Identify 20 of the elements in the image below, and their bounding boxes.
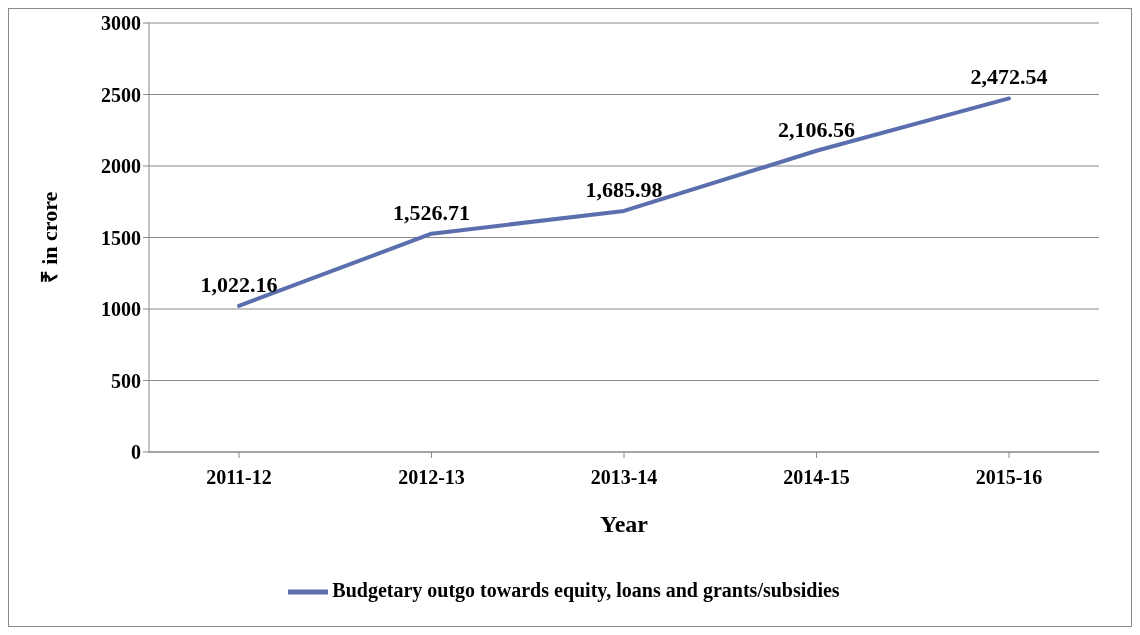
x-tick-label: 2015-16 [975, 466, 1043, 489]
x-tick-label: 2011-12 [206, 466, 272, 489]
y-tick-label: 0 [131, 441, 141, 464]
x-tick-label: 2013-14 [590, 466, 658, 489]
y-tick-label: 1500 [101, 226, 141, 249]
x-tick-label: 2012-13 [398, 466, 465, 489]
x-tick-label: 2014-15 [783, 466, 850, 489]
x-axis-title: Year [600, 511, 649, 537]
y-tick-label: 2500 [101, 83, 141, 106]
data-label: 2,472.54 [970, 64, 1048, 90]
y-tick-label: 500 [111, 369, 141, 392]
data-label: 1,022.16 [200, 271, 278, 297]
data-label: 1,685.98 [585, 176, 663, 202]
y-tick-label: 1000 [101, 298, 141, 321]
y-tick-label: 3000 [101, 12, 141, 35]
y-axis-title: ₹ in crore [36, 191, 62, 284]
legend-label: Budgetary outgo towards equity, loans and grants/subsidies [332, 578, 840, 601]
data-label: 1,526.71 [393, 199, 470, 225]
y-tick-label: 2000 [101, 155, 141, 178]
data-label: 2,106.56 [778, 116, 855, 142]
